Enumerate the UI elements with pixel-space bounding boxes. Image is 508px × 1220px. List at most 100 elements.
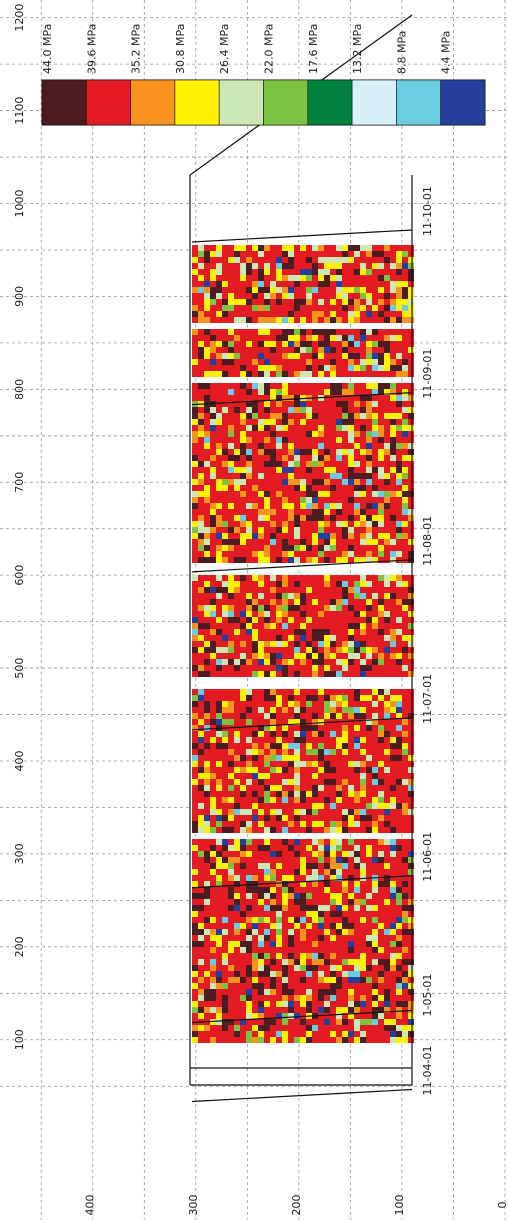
scan-cell <box>240 545 246 551</box>
scan-cell <box>330 287 336 293</box>
scan-cell <box>360 371 366 377</box>
scan-cell <box>198 917 204 923</box>
scan-cell <box>312 335 318 341</box>
scan-cell <box>378 641 384 647</box>
scan-cell <box>228 533 234 539</box>
scan-cell <box>324 269 330 275</box>
scan-cell <box>204 827 210 833</box>
scan-cell <box>396 269 402 275</box>
scan-cell <box>228 335 234 341</box>
scan-cell <box>360 437 366 443</box>
scan-cell <box>240 509 246 515</box>
scan-cell <box>408 305 414 311</box>
scan-cell <box>204 917 210 923</box>
scan-cell <box>324 917 330 923</box>
scan-cell <box>276 389 282 395</box>
scan-cell <box>270 257 276 263</box>
scan-cell <box>294 425 300 431</box>
scan-cell <box>258 797 264 803</box>
scan-cell <box>324 401 330 407</box>
scan-cell <box>360 449 366 455</box>
scan-cell <box>336 965 342 971</box>
scan-cell <box>192 311 198 317</box>
scan-cell <box>288 995 294 1001</box>
date-label: 11-07-01 <box>421 674 434 724</box>
scan-cell <box>324 581 330 587</box>
scan-cell <box>336 809 342 815</box>
scan-cell <box>240 953 246 959</box>
scan-cell <box>234 497 240 503</box>
scan-cell <box>318 1001 324 1007</box>
scan-cell <box>276 257 282 263</box>
scan-cell <box>360 473 366 479</box>
scan-cell <box>270 743 276 749</box>
scan-cell <box>390 437 396 443</box>
scan-cell <box>258 971 264 977</box>
scan-cell <box>324 317 330 323</box>
scan-cell <box>402 941 408 947</box>
scan-cell <box>342 929 348 935</box>
scan-cell <box>246 509 252 515</box>
scan-cell <box>240 311 246 317</box>
scan-cell <box>378 461 384 467</box>
scan-cell <box>228 413 234 419</box>
scan-cell <box>318 623 324 629</box>
scan-cell <box>324 629 330 635</box>
scan-cell <box>222 329 228 335</box>
scan-cell <box>300 989 306 995</box>
scan-cell <box>306 353 312 359</box>
scan-cell <box>264 407 270 413</box>
scan-cell <box>198 287 204 293</box>
scan-cell <box>288 965 294 971</box>
scan-cell <box>312 887 318 893</box>
scan-cell <box>216 545 222 551</box>
scan-cell <box>372 731 378 737</box>
scan-cell <box>222 989 228 995</box>
scan-cell <box>240 347 246 353</box>
scan-cell <box>216 965 222 971</box>
scan-cell <box>222 539 228 545</box>
scan-cell <box>234 299 240 305</box>
scan-cell <box>228 791 234 797</box>
scan-cell <box>306 551 312 557</box>
scan-cell <box>234 455 240 461</box>
scan-cell <box>378 263 384 269</box>
scan-cell <box>366 269 372 275</box>
scan-cell <box>384 557 390 563</box>
scan-cell <box>384 815 390 821</box>
scan-cell <box>192 911 198 917</box>
scan-cell <box>408 827 414 833</box>
scan-cell <box>282 467 288 473</box>
scan-cell <box>222 797 228 803</box>
scan-cell <box>318 533 324 539</box>
scan-cell <box>408 389 414 395</box>
scan-cell <box>366 251 372 257</box>
scan-cell <box>384 593 390 599</box>
scan-cell <box>324 335 330 341</box>
scan-cell <box>312 257 318 263</box>
scan-cell <box>204 725 210 731</box>
scan-cell <box>348 479 354 485</box>
scan-cell <box>210 821 216 827</box>
scan-cell <box>330 521 336 527</box>
scan-cell <box>216 1025 222 1031</box>
scan-cell <box>318 251 324 257</box>
scan-cell <box>210 437 216 443</box>
scan-cell <box>282 653 288 659</box>
scan-cell <box>378 413 384 419</box>
scan-cell <box>318 941 324 947</box>
scan-cell <box>378 869 384 875</box>
scan-cell <box>312 539 318 545</box>
scan-cell <box>402 1013 408 1019</box>
scan-cell <box>282 299 288 305</box>
scan-cell <box>288 797 294 803</box>
scan-cell <box>396 611 402 617</box>
scan-cell <box>378 899 384 905</box>
scan-cell <box>258 461 264 467</box>
scan-cell <box>222 341 228 347</box>
scan-cell <box>210 383 216 389</box>
scan-cell <box>222 785 228 791</box>
scan-cell <box>390 845 396 851</box>
scan-cell <box>318 521 324 527</box>
scan-cell <box>402 869 408 875</box>
